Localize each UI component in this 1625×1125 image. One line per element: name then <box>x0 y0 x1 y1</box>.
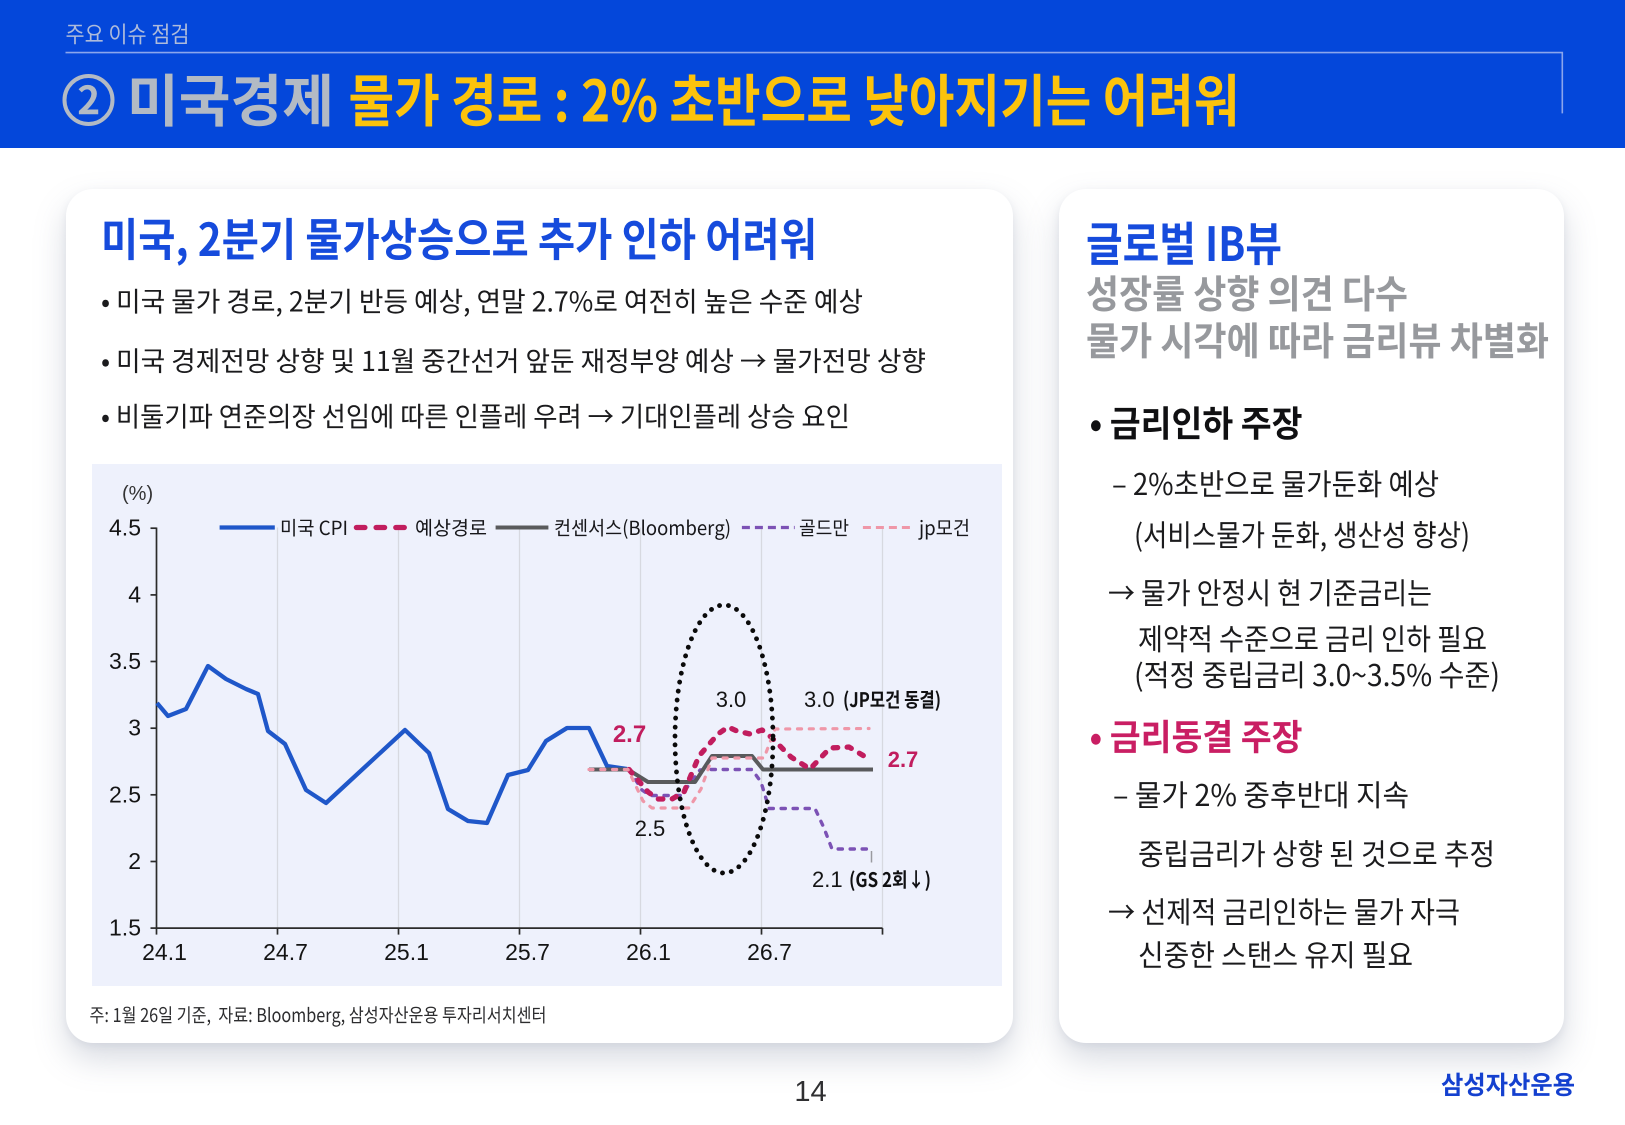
svg-text:25.1: 25.1 <box>384 939 429 965</box>
svg-text:3.0: 3.0 <box>716 687 747 712</box>
svg-text:2.5: 2.5 <box>109 781 141 807</box>
svg-text:(%): (%) <box>122 483 153 505</box>
svg-text:3: 3 <box>128 715 141 741</box>
svg-text:24.7: 24.7 <box>263 939 308 965</box>
svg-text:24.1: 24.1 <box>142 939 187 965</box>
svg-text:2.7: 2.7 <box>888 747 919 772</box>
svg-text:3.0: 3.0 <box>804 687 835 712</box>
svg-text:26.7: 26.7 <box>747 939 792 965</box>
svg-text:4: 4 <box>128 581 141 607</box>
svg-text:4.5: 4.5 <box>109 515 141 541</box>
svg-text:1.5: 1.5 <box>109 915 141 941</box>
svg-text:14: 14 <box>794 1076 826 1108</box>
svg-text:2.5: 2.5 <box>635 816 666 841</box>
svg-text:3.5: 3.5 <box>109 648 141 674</box>
svg-text:2.1: 2.1 <box>812 867 843 892</box>
svg-text:2.7: 2.7 <box>613 721 646 748</box>
svg-text:26.1: 26.1 <box>626 939 671 965</box>
svg-text:25.7: 25.7 <box>505 939 550 965</box>
svg-text:2: 2 <box>128 848 141 874</box>
